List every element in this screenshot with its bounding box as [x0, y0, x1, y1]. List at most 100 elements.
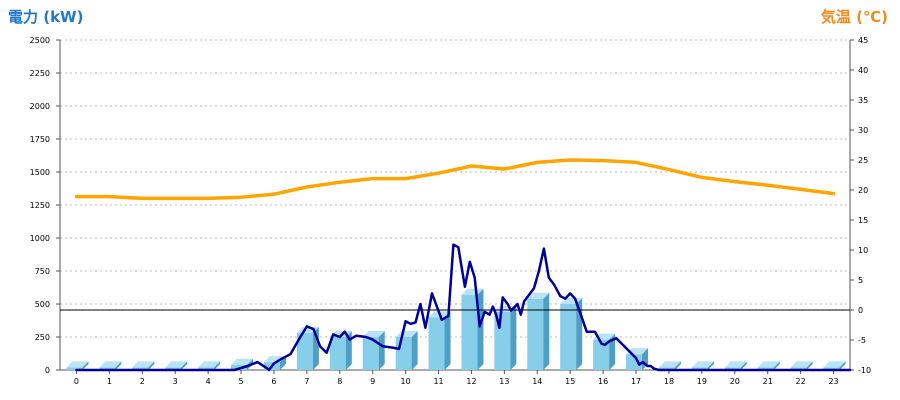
bar-4 [198, 367, 215, 370]
bar-side-20 [740, 361, 747, 370]
right-tick-label-6: 20 [858, 186, 868, 195]
bar-top-22 [790, 361, 813, 368]
x-tick-label-22: 22 [796, 377, 806, 386]
right-tick-label-2: 0 [858, 306, 863, 315]
left-axis-title: 電力 (kW) [8, 8, 84, 26]
bar-side-0 [82, 361, 89, 370]
bar-side-14 [543, 292, 550, 370]
bar-0 [66, 367, 83, 370]
bar-21 [757, 367, 774, 370]
x-tick-label-2: 2 [140, 377, 145, 386]
bar-top-14 [527, 292, 550, 299]
bar-top-4 [198, 361, 221, 368]
bar-side-10 [411, 331, 418, 370]
bar-side-21 [773, 361, 780, 370]
x-tick-label-11: 11 [433, 377, 443, 386]
left-tick-label-1: 250 [35, 333, 50, 342]
bar-top-19 [691, 361, 714, 368]
x-tick-label-9: 9 [370, 377, 375, 386]
bar-12 [461, 294, 478, 370]
bar-top-2 [132, 361, 155, 368]
right-tick-label-4: 10 [858, 246, 868, 255]
bar-19 [691, 367, 708, 370]
right-tick-label-7: 25 [858, 156, 868, 165]
x-tick-label-18: 18 [664, 377, 674, 386]
bar-side-4 [214, 361, 221, 370]
x-tick-label-14: 14 [532, 377, 542, 386]
bar-top-5 [231, 358, 254, 365]
x-tick-label-15: 15 [565, 377, 575, 386]
bar-side-19 [707, 361, 714, 370]
bar-top-20 [724, 361, 747, 368]
x-tick-label-13: 13 [499, 377, 509, 386]
bar-side-18 [674, 361, 681, 370]
bar-20 [724, 367, 741, 370]
x-tick-label-1: 1 [107, 377, 112, 386]
bar-side-12 [477, 288, 484, 370]
x-tick-label-5: 5 [238, 377, 243, 386]
bar-1 [99, 367, 116, 370]
bar-17 [626, 354, 643, 370]
x-tick-label-19: 19 [697, 377, 707, 386]
bar-3 [165, 367, 182, 370]
bar-23 [823, 367, 840, 370]
x-tick-label-8: 8 [337, 377, 342, 386]
bar-side-3 [181, 361, 188, 370]
left-tick-label-10: 2500 [30, 36, 50, 45]
x-tick-label-20: 20 [730, 377, 740, 386]
bar-top-12 [461, 288, 484, 295]
bar-side-11 [444, 311, 451, 370]
left-tick-label-6: 1500 [30, 168, 50, 177]
right-tick-label-1: -5 [858, 336, 866, 345]
bar-top-18 [658, 361, 681, 368]
bar-14 [527, 298, 544, 370]
bar-side-22 [806, 361, 813, 370]
bar-top-21 [757, 361, 780, 368]
left-tick-label-4: 1000 [30, 234, 50, 243]
bar-top-3 [165, 361, 188, 368]
x-tick-label-23: 23 [828, 377, 838, 386]
bar-top-23 [823, 361, 846, 368]
bar-22 [790, 367, 807, 370]
x-tick-label-0: 0 [74, 377, 79, 386]
bar-top-0 [66, 361, 89, 368]
bar-top-9 [362, 331, 385, 337]
bar-7 [296, 333, 313, 370]
bar-18 [658, 367, 675, 370]
left-tick-label-7: 1750 [30, 135, 50, 144]
left-tick-label-5: 1250 [30, 201, 50, 210]
right-axis-title: 気温 (℃) [820, 8, 888, 26]
left-tick-label-3: 750 [35, 267, 50, 276]
bar-11 [428, 317, 445, 370]
x-tick-label-6: 6 [271, 377, 276, 386]
power-line [75, 243, 852, 372]
bar-side-9 [378, 331, 385, 370]
right-tick-label-9: 35 [858, 96, 868, 105]
bar-2 [132, 367, 149, 370]
bar-side-16 [609, 333, 616, 370]
x-tick-label-3: 3 [173, 377, 178, 386]
bar-16 [593, 339, 610, 370]
bar-side-13 [510, 305, 517, 370]
x-tick-label-17: 17 [631, 377, 641, 386]
x-tick-label-7: 7 [304, 377, 309, 386]
x-tick-label-10: 10 [401, 377, 411, 386]
x-tick-label-16: 16 [598, 377, 608, 386]
x-tick-label-4: 4 [206, 377, 211, 386]
x-tick-label-21: 21 [763, 377, 773, 386]
bar-10 [395, 337, 412, 370]
left-tick-label-9: 2250 [30, 69, 50, 78]
bar-side-6 [279, 356, 286, 370]
bar-top-1 [99, 361, 122, 368]
right-tick-label-5: 15 [858, 216, 868, 225]
left-tick-label-2: 500 [35, 300, 50, 309]
right-tick-label-10: 40 [858, 66, 868, 75]
bar-8 [329, 337, 346, 370]
bar-side-8 [345, 331, 352, 370]
x-tick-label-12: 12 [466, 377, 476, 386]
bar-side-2 [148, 361, 155, 370]
right-tick-label-8: 30 [858, 126, 868, 135]
bar-9 [362, 337, 379, 370]
bar-side-23 [839, 361, 846, 370]
